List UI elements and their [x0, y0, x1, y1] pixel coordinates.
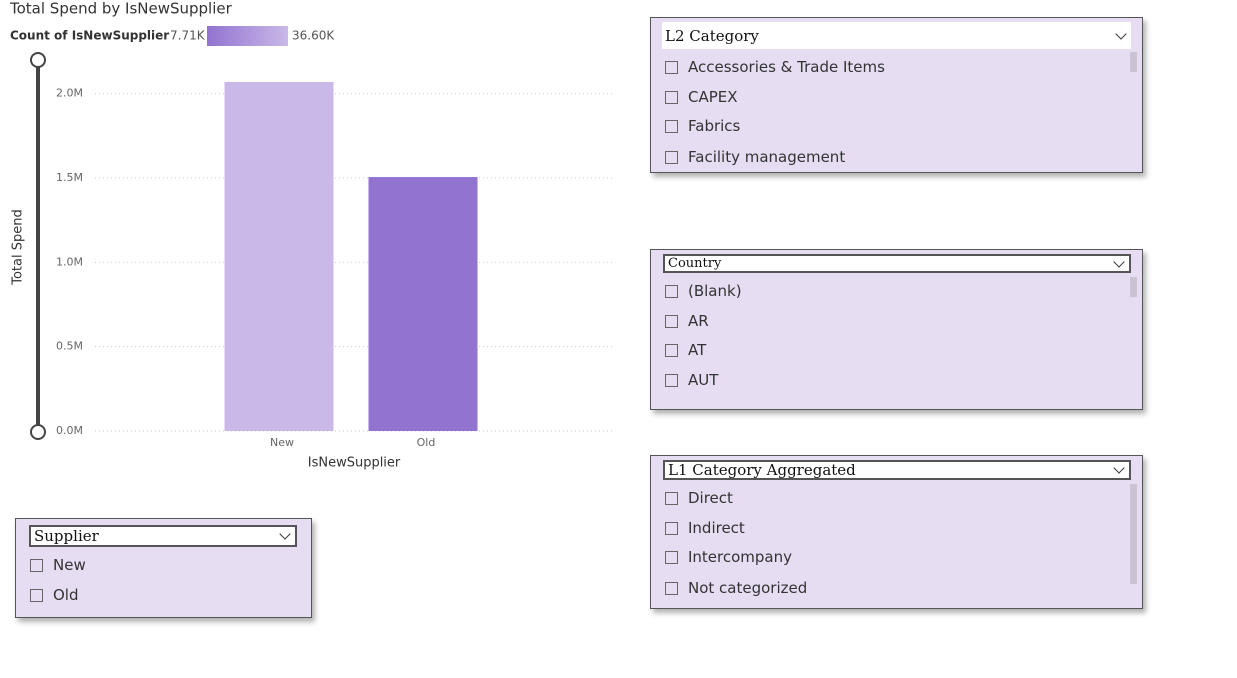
slicer-item[interactable]: AR [665, 312, 709, 330]
checkbox[interactable] [665, 60, 678, 74]
slicer-item[interactable]: Direct [665, 489, 733, 507]
slicer-header[interactable]: Country [663, 254, 1131, 273]
item-label: AUT [688, 371, 719, 389]
checkbox[interactable] [665, 373, 678, 387]
item-label: Indirect [688, 519, 745, 537]
item-label: AT [688, 341, 707, 359]
checkbox[interactable] [665, 581, 678, 595]
checkbox[interactable] [30, 558, 43, 572]
checkbox[interactable] [665, 521, 678, 535]
item-label: Facility management [688, 148, 846, 166]
dropdown-chevron[interactable] [1115, 27, 1127, 40]
y-tick-label: 1.5M [56, 171, 83, 184]
checkbox[interactable] [665, 343, 678, 357]
slider-handle[interactable] [30, 52, 46, 68]
item-label: New [53, 556, 86, 574]
slicer-item[interactable]: (Blank) [665, 282, 742, 300]
x-axis-label: IsNewSupplier [308, 456, 401, 471]
x-tick-label: New [270, 436, 294, 449]
slicer-item[interactable]: Indirect [665, 519, 745, 537]
x-tick-label: Old [417, 436, 436, 449]
bar [224, 81, 334, 431]
legend-title: Count of IsNewSupplier [10, 29, 169, 43]
legend-min: 7.71K [170, 29, 206, 43]
dropdown-chevron[interactable] [1113, 462, 1125, 474]
checkbox[interactable] [665, 314, 678, 328]
y-tick-label: 0.0M [56, 424, 83, 437]
item-label: Fabrics [688, 117, 741, 135]
slicer-item[interactable]: Intercompany [665, 548, 792, 566]
legend-gradient [207, 26, 288, 46]
item-label: Accessories & Trade Items [688, 58, 885, 76]
slicer-header[interactable]: Supplier [29, 525, 297, 547]
checkbox[interactable] [665, 90, 678, 104]
item-label: AR [688, 312, 709, 330]
slicer: L1 Category Aggregated Direct Indirect Inte… [650, 455, 1143, 609]
slicer-title: L2 Category [665, 26, 759, 45]
dropdown-chevron[interactable] [1113, 255, 1125, 268]
legend-max: 36.60K [292, 29, 335, 43]
slicer-item[interactable]: New [30, 556, 86, 574]
slicer-title: L1 Category Aggregated [668, 461, 856, 479]
bar [368, 177, 478, 431]
item-label: Old [53, 586, 79, 604]
dropdown-chevron[interactable] [279, 528, 291, 540]
slicer-item[interactable]: AT [665, 341, 706, 359]
scrollbar[interactable] [1130, 484, 1137, 584]
chart-title: Total Spend by IsNewSupplier [9, 0, 233, 18]
slicer-header[interactable]: L1 Category Aggregated [663, 460, 1131, 480]
slicer-item[interactable]: Old [30, 586, 79, 604]
slicer-header[interactable]: L2 Category [662, 22, 1131, 49]
y-axis-label: Total Spend [11, 209, 26, 286]
y-tick-label: 2.0M [56, 87, 83, 100]
slicer-item[interactable]: CAPEX [665, 88, 738, 106]
checkbox[interactable] [665, 491, 678, 505]
item-label: (Blank) [688, 282, 742, 300]
slicer-item[interactable]: Not categorized [665, 579, 807, 597]
slicer-title: Supplier [34, 527, 99, 545]
y-tick-label: 1.0M [56, 255, 83, 268]
scrollbar[interactable] [1130, 52, 1137, 72]
checkbox[interactable] [665, 150, 678, 164]
checkbox[interactable] [665, 550, 678, 564]
slicer: L2 Category Accessories & Trade Items CAPE… [650, 17, 1143, 173]
slicer: Supplier New Old [15, 518, 312, 618]
chart: Total Spend by IsNewSupplier Count of Is… [9, 0, 612, 471]
checkbox[interactable] [30, 588, 43, 602]
slicer-title: Country [668, 256, 722, 271]
item-label: Intercompany [688, 548, 793, 566]
slicer-item[interactable]: Fabrics [665, 117, 740, 135]
y-tick-label: 0.5M [56, 340, 83, 353]
slicer-item[interactable]: Facility management [665, 148, 845, 166]
slicer-item[interactable]: AUT [665, 371, 718, 389]
slicer-item[interactable]: Accessories & Trade Items [665, 58, 885, 76]
slicer: Country (Blank) AR AT AUT [650, 249, 1143, 410]
checkbox[interactable] [665, 119, 678, 133]
checkbox[interactable] [665, 284, 678, 298]
item-label: Not categorized [688, 579, 808, 597]
item-label: CAPEX [688, 88, 738, 106]
item-label: Direct [688, 489, 733, 507]
scrollbar[interactable] [1130, 277, 1137, 297]
slider-handle[interactable] [30, 424, 46, 440]
